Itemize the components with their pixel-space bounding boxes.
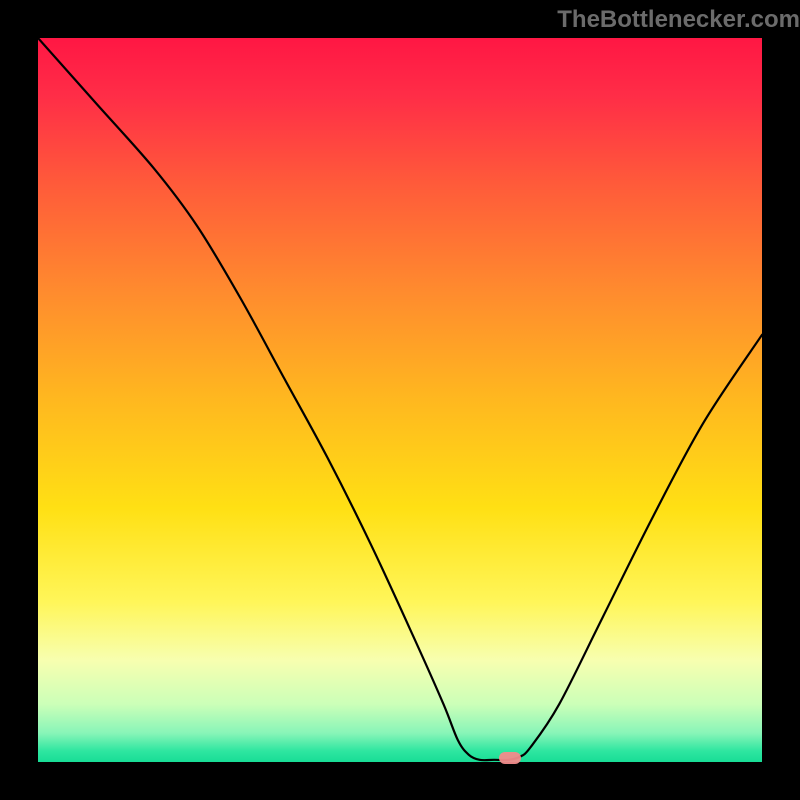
plot-area (38, 38, 762, 762)
optimum-marker (499, 752, 521, 764)
chart-root: TheBottlenecker.com (0, 0, 800, 800)
watermark-text: TheBottlenecker.com (557, 6, 800, 34)
